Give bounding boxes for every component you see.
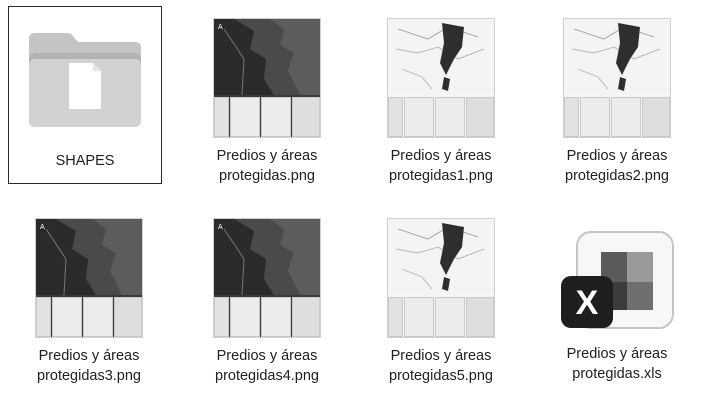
file-label-line: Predios y áreas bbox=[216, 348, 318, 364]
file-label: Predios y áreas protegidas5.png bbox=[364, 346, 518, 386]
file-item-png[interactable]: A Predios y áreas protegidas.png bbox=[190, 18, 344, 196]
image-file-icon: A bbox=[35, 218, 143, 338]
image-file-icon bbox=[387, 18, 495, 138]
excel-file-icon: X bbox=[557, 218, 677, 336]
image-file-icon: A bbox=[213, 218, 321, 338]
file-label: Predios y áreas protegidas.png bbox=[190, 146, 344, 186]
file-label-line: Predios y áreas bbox=[390, 348, 492, 364]
image-file-icon bbox=[387, 218, 495, 338]
file-label-line: protegidas1.png bbox=[389, 168, 493, 184]
file-label: Predios y áreas protegidas2.png bbox=[540, 146, 694, 186]
file-item-png[interactable]: Predios y áreas protegidas2.png bbox=[540, 18, 694, 196]
image-file-icon bbox=[563, 18, 671, 138]
file-label: Predios y áreas protegidas4.png bbox=[190, 346, 344, 386]
file-label-line: Predios y áreas bbox=[216, 148, 318, 164]
file-label-line: Predios y áreas bbox=[566, 148, 668, 164]
file-label-line: protegidas4.png bbox=[215, 368, 319, 384]
file-item-png[interactable]: A Predios y áreas protegidas3.png bbox=[12, 218, 166, 396]
file-item-shapes-folder[interactable]: SHAPES bbox=[8, 6, 162, 184]
file-label-line: protegidas5.png bbox=[389, 368, 493, 384]
file-item-png[interactable]: Predios y áreas protegidas1.png bbox=[364, 18, 518, 196]
svg-text:A: A bbox=[218, 224, 223, 231]
file-label: Predios y áreas protegidas3.png bbox=[12, 346, 166, 386]
file-label-line: protegidas.xls bbox=[572, 366, 662, 382]
file-label-line: protegidas2.png bbox=[565, 168, 669, 184]
file-label-line: SHAPES bbox=[55, 153, 115, 169]
file-label-line: Predios y áreas bbox=[566, 346, 668, 362]
file-item-png[interactable]: Predios y áreas protegidas5.png bbox=[364, 218, 518, 396]
excel-x-letter: X bbox=[576, 284, 599, 322]
file-item-xls[interactable]: X Predios y áreas protegidas.xls bbox=[540, 218, 694, 396]
file-label-line: Predios y áreas bbox=[390, 148, 492, 164]
file-label: Predios y áreas protegidas1.png bbox=[364, 146, 518, 186]
file-item-png[interactable]: A Predios y áreas protegidas4.png bbox=[190, 218, 344, 396]
file-label-line: protegidas3.png bbox=[37, 368, 141, 384]
svg-text:A: A bbox=[40, 224, 45, 231]
image-file-icon: A bbox=[213, 18, 321, 138]
file-label: Predios y áreas protegidas.xls bbox=[540, 344, 694, 384]
file-label: SHAPES bbox=[9, 151, 161, 171]
svg-text:A: A bbox=[218, 24, 223, 31]
file-label-line: protegidas.png bbox=[219, 168, 315, 184]
file-label-line: Predios y áreas bbox=[38, 348, 140, 364]
folder-icon bbox=[23, 25, 147, 131]
